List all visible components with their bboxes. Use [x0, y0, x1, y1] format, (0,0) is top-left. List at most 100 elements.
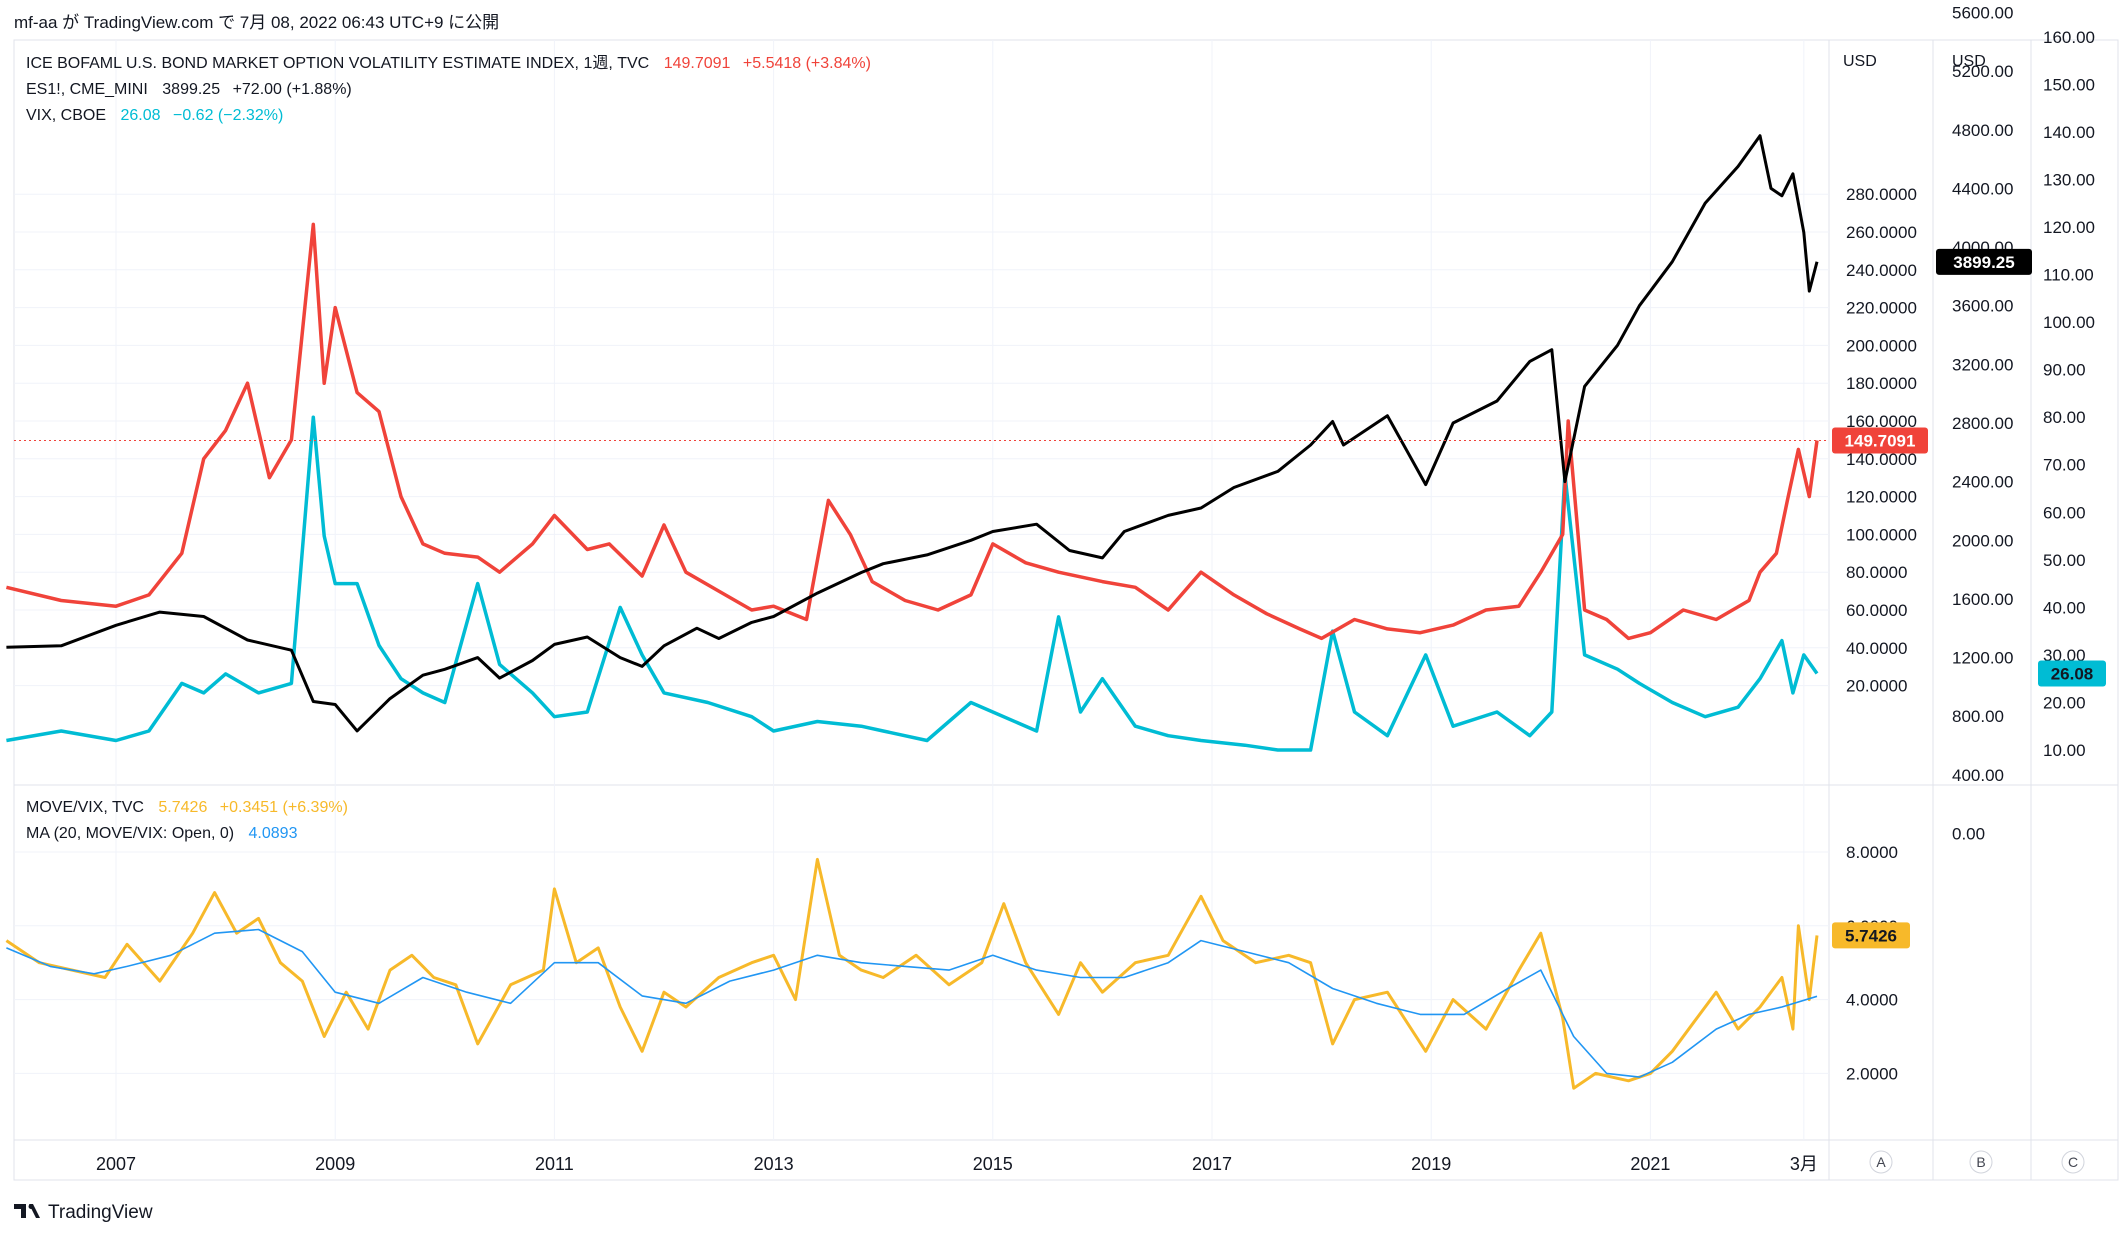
ma-legend-value: 4.0893 [249, 825, 298, 842]
ratio-last-badge: 5.7426 [1832, 922, 1910, 949]
time-axis-label: 3月 [1790, 1154, 1818, 1174]
scale-button-label: B [1976, 1154, 1985, 1170]
ratio-legend-change: +0.3451 (+6.39%) [220, 799, 348, 816]
axis-a-tick-label: 200.0000 [1846, 336, 1917, 355]
time-axis-label: 2019 [1411, 1154, 1451, 1174]
logo-icon [14, 1204, 40, 1218]
axis-b-tick-label: 4400.00 [1952, 179, 2013, 198]
time-axis-label: 2021 [1630, 1154, 1670, 1174]
axis-b-tick-label: 5200.00 [1952, 62, 2013, 81]
ratio-legend-name: MOVE/VIX, TVC [26, 799, 144, 816]
axis-b-tick-label: 2400.00 [1952, 473, 2013, 492]
axis-c-tick-label: 80.00 [2043, 408, 2086, 427]
axis-a-tick-label: 240.0000 [1846, 261, 1917, 280]
axis-c-tick-label: 150.00 [2043, 75, 2095, 94]
axis-a-tick-label: 160.0000 [1846, 412, 1917, 431]
axis-c-tick-label: 20.00 [2043, 693, 2086, 712]
axis-c-tick-label: 160.00 [2043, 28, 2095, 47]
move-legend-change: +5.5418 (+3.84%) [743, 55, 871, 72]
axis-a-tick-label: 140.0000 [1846, 450, 1917, 469]
ma-legend-name: MA (20, MOVE/VIX: Open, 0) [26, 825, 234, 842]
vix-legend-change: −0.62 (−2.32%) [173, 107, 283, 124]
es-last-badge: 3899.25 [1936, 248, 2032, 275]
vix-last-badge-text: 26.08 [2051, 665, 2094, 684]
pane1-legend: ICE BOFAML U.S. BOND MARKET OPTION VOLAT… [26, 54, 871, 124]
es-legend[interactable]: ES1!, CME_MINI 3899.25 +72.00 (+1.88%) [26, 81, 352, 98]
move-legend-value: 149.7091 [664, 55, 731, 72]
axis-a-tick-label: 120.0000 [1846, 488, 1917, 507]
tradingview-logo: TradingView [14, 1202, 153, 1223]
axis-b-tick-label: 2000.00 [1952, 531, 2013, 550]
pane2-legend: MOVE/VIX, TVC 5.7426 +0.3451 (+6.39%) MA… [26, 799, 348, 842]
axis-a-tick-label: 280.0000 [1846, 185, 1917, 204]
es-legend-value: 3899.25 [162, 81, 220, 98]
scale-button-a[interactable]: A [1869, 1150, 1893, 1174]
time-axis-label: 2015 [973, 1154, 1013, 1174]
axis-b-tick-label: 0.00 [1952, 824, 1985, 843]
axis-b-tick-label: 3200.00 [1952, 355, 2013, 374]
ratio-legend-value: 5.7426 [158, 799, 207, 816]
axis-a-unit: USD [1843, 53, 1877, 70]
axis-a-tick-label: 80.0000 [1846, 563, 1907, 582]
grid [14, 40, 1829, 1140]
axis-labels: 2007 2009 2011 2013 2015 2017 2019 2021 3月 280.00… [96, 4, 2095, 1174]
publish-line: mf-aa が TradingView.com で 7月 08, 2022 06… [14, 13, 499, 32]
axis-c-tick-label: 140.00 [2043, 123, 2095, 142]
ratio-legend[interactable]: MOVE/VIX, TVC 5.7426 +0.3451 (+6.39%) [26, 799, 348, 816]
axis-b-tick-label: 5600.00 [1952, 4, 2013, 23]
ma-legend[interactable]: MA (20, MOVE/VIX: Open, 0) 4.0893 [26, 825, 298, 842]
axis-b-tick-label: 4800.00 [1952, 121, 2013, 140]
move-last-badge-text: 149.7091 [1845, 431, 1916, 450]
axis-a-tick-label: 20.0000 [1846, 677, 1907, 696]
vix-legend[interactable]: VIX, CBOE 26.08 −0.62 (−2.32%) [26, 107, 283, 124]
es-legend-name: ES1!, CME_MINI [26, 81, 148, 98]
axis-c-tick-label: 50.00 [2043, 551, 2086, 570]
scale-button-label: C [2068, 1154, 2078, 1170]
axis-c-tick-label: 90.00 [2043, 361, 2086, 380]
scale-button-label: A [1876, 1154, 1886, 1170]
series-layer [5, 134, 1829, 1090]
vix-legend-name: VIX, CBOE [26, 107, 106, 124]
axis-a-tick-label: 260.0000 [1846, 223, 1917, 242]
axis-c-tick-label: 60.00 [2043, 503, 2086, 522]
time-axis-label: 2009 [315, 1154, 355, 1174]
axis-b-tick-label: 400.00 [1952, 766, 2004, 785]
axis-c-tick-label: 30.00 [2043, 646, 2086, 665]
axis-c-tick-label: 130.00 [2043, 170, 2095, 189]
axis-b-tick-label: 1600.00 [1952, 590, 2013, 609]
axis-b-unit: USD [1952, 53, 1986, 70]
axis-a-tick-label: 220.0000 [1846, 299, 1917, 318]
axis-c-tick-label: 100.00 [2043, 313, 2095, 332]
move-legend-name: ICE BOFAML U.S. BOND MARKET OPTION VOLAT… [26, 54, 649, 72]
axis-a-tick-label: 40.0000 [1846, 639, 1907, 658]
es-legend-change: +72.00 (+1.88%) [233, 81, 352, 98]
ratio-last-badge-text: 5.7426 [1845, 926, 1897, 945]
pane2-tick-label: 2.0000 [1846, 1064, 1898, 1083]
vix-legend-value: 26.08 [120, 107, 160, 124]
vix-series-line [6, 415, 1819, 752]
logo-text: TradingView [48, 1202, 153, 1223]
axis-c-tick-label: 70.00 [2043, 456, 2086, 475]
time-axis-label: 2011 [535, 1154, 574, 1174]
ma-line [6, 928, 1818, 1078]
axis-b-tick-label: 2800.00 [1952, 414, 2013, 433]
axis-b-tick-label: 800.00 [1952, 707, 2004, 726]
axis-c-tick-label: 120.00 [2043, 218, 2095, 237]
move-legend[interactable]: ICE BOFAML U.S. BOND MARKET OPTION VOLAT… [26, 54, 871, 72]
axis-b-tick-label: 1200.00 [1952, 649, 2013, 668]
move-last-badge: 149.7091 [1832, 427, 1928, 454]
axis-c-tick-label: 10.00 [2043, 741, 2086, 760]
axis-a-tick-label: 100.0000 [1846, 525, 1917, 544]
time-axis-label: 2013 [754, 1154, 794, 1174]
axis-c-tick-label: 110.00 [2043, 266, 2094, 285]
axis-b-tick-label: 3600.00 [1952, 297, 2013, 316]
axis-c-tick-label: 40.00 [2043, 598, 2086, 617]
last-value-badges: 149.7091 3899.25 26.08 5.7426 [1832, 248, 2106, 949]
time-axis-label: 2017 [1192, 1154, 1232, 1174]
scale-button-b[interactable]: B [1969, 1150, 1993, 1174]
scale-button-c[interactable]: C [2061, 1150, 2085, 1174]
es-last-badge-text: 3899.25 [1953, 253, 2014, 272]
time-axis-label: 2007 [96, 1154, 136, 1174]
move-vix-ratio-line [5, 857, 1819, 1090]
